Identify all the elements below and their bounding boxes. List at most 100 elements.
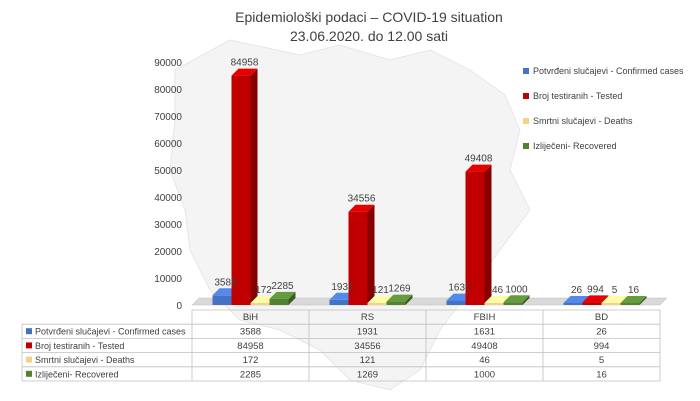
bar bbox=[348, 204, 375, 305]
legend-label: Broj testiranih - Tested bbox=[533, 91, 622, 101]
y-tick-label: 70000 bbox=[154, 112, 182, 123]
legend-swatch bbox=[523, 143, 529, 149]
y-tick-label: 10000 bbox=[154, 274, 182, 285]
bar-value-label: 1931 bbox=[331, 282, 354, 293]
legend-swatch bbox=[523, 68, 529, 74]
y-tick-label: 0 bbox=[176, 301, 182, 312]
table-header-cell: FBIH bbox=[474, 312, 496, 323]
bar-front bbox=[563, 303, 583, 305]
table-cell: 5 bbox=[599, 355, 604, 366]
table-header-cell: BiH bbox=[243, 312, 258, 323]
bar-top bbox=[386, 294, 413, 302]
bar-front bbox=[250, 303, 270, 305]
bar-front bbox=[484, 303, 504, 305]
data-table: BiH RS FBIH BD Potvrđeni slučajevi - Confirm… bbox=[21, 309, 661, 382]
table-cell: 34556 bbox=[354, 341, 380, 352]
bar-value-label: 84958 bbox=[231, 58, 259, 69]
bar-front bbox=[620, 303, 640, 305]
bar-value-label: 16 bbox=[628, 285, 640, 296]
y-tick-label: 40000 bbox=[154, 193, 182, 204]
table-cell: 2285 bbox=[240, 369, 261, 380]
legend-label: Potvrđeni slučajevi - Confirmed cases bbox=[533, 66, 684, 76]
bar-front bbox=[582, 302, 602, 305]
bar bbox=[465, 164, 492, 305]
bar-side bbox=[522, 295, 530, 305]
table-cell: 3588 bbox=[240, 327, 261, 338]
bar-value-label: 3588 bbox=[214, 277, 237, 288]
bar-value-label: 5 bbox=[612, 285, 618, 296]
table-cell: 1631 bbox=[474, 327, 495, 338]
bar-front bbox=[367, 303, 387, 305]
legend-label: Izliječeni- Recovered bbox=[533, 141, 617, 151]
y-tick-label: 50000 bbox=[154, 166, 182, 177]
bar-value-label: 994 bbox=[587, 284, 604, 295]
bar-labels: 3588 84958 172 2285 1931 34556 121 1269 1631 4940… bbox=[214, 58, 639, 296]
bar-side bbox=[367, 204, 375, 305]
table-cell: 46 bbox=[479, 355, 490, 366]
bar bbox=[386, 294, 413, 305]
table-cell: 1000 bbox=[474, 369, 495, 380]
table-cell: 49408 bbox=[471, 341, 497, 352]
bar-top bbox=[348, 204, 375, 212]
table-cell: 121 bbox=[360, 355, 376, 366]
bar-top bbox=[465, 164, 492, 172]
bar-value-label: 1000 bbox=[505, 284, 528, 295]
bar bbox=[620, 296, 647, 305]
table-legend-swatch bbox=[26, 328, 32, 335]
chart-subtitle: 23.06.2020. do 12.00 sati bbox=[290, 28, 448, 44]
table-cell: 84958 bbox=[237, 341, 263, 352]
table-row-label: Smrtni slučajevi - Deaths bbox=[35, 355, 135, 365]
y-axis: 0 10000 20000 30000 40000 50000 60000 70000 8000… bbox=[154, 58, 182, 312]
bar-side bbox=[288, 291, 296, 305]
bar-value-label: 2285 bbox=[271, 281, 294, 292]
bar-front bbox=[386, 301, 406, 305]
bar-value-label: 46 bbox=[492, 285, 504, 296]
bar-front bbox=[503, 302, 523, 305]
table-legend-swatch bbox=[26, 342, 32, 349]
legend: Potvrđeni slučajevi - Confirmed cases Bro… bbox=[523, 66, 684, 151]
bar-value-label: 49408 bbox=[465, 154, 493, 165]
bar-value-label: 121 bbox=[372, 285, 389, 296]
bar-side bbox=[250, 68, 258, 305]
bar-top bbox=[231, 68, 258, 76]
bar-value-label: 34556 bbox=[348, 194, 376, 205]
y-tick-label: 90000 bbox=[154, 58, 182, 69]
bar-front bbox=[269, 298, 289, 305]
bar-top bbox=[601, 296, 628, 303]
bar-value-label: 26 bbox=[571, 285, 583, 296]
bar-front bbox=[212, 295, 232, 305]
bar-front bbox=[231, 75, 251, 305]
legend-swatch bbox=[523, 118, 529, 124]
table-header-cell: RS bbox=[361, 312, 374, 323]
table-legend-swatch bbox=[26, 370, 32, 377]
table-cell: 1931 bbox=[357, 327, 378, 338]
table-cell: 172 bbox=[243, 355, 259, 366]
table-row-label: Potvrđeni slučajevi - Confirmed cases bbox=[35, 327, 186, 337]
bars bbox=[212, 68, 647, 305]
table-legend-swatch bbox=[26, 356, 32, 363]
bar-top bbox=[582, 295, 609, 303]
bar bbox=[269, 291, 296, 305]
table-cell: 994 bbox=[594, 341, 610, 352]
y-tick-label: 20000 bbox=[154, 247, 182, 258]
bar-top bbox=[503, 295, 530, 303]
bar-front bbox=[446, 300, 466, 305]
bar-front bbox=[329, 299, 349, 305]
y-tick-label: 60000 bbox=[154, 139, 182, 150]
bar-side bbox=[639, 296, 647, 305]
bar-side bbox=[405, 294, 413, 305]
table-row-label: Izliječeni- Recovered bbox=[35, 369, 119, 379]
table-header-cell: BD bbox=[595, 312, 608, 323]
bar-front bbox=[348, 211, 368, 305]
legend-label: Smrtni slučajevi - Deaths bbox=[533, 116, 633, 126]
bar bbox=[503, 295, 530, 305]
legend-swatch bbox=[523, 93, 529, 99]
bar-value-label: 1269 bbox=[388, 284, 411, 295]
bar-top bbox=[563, 296, 590, 303]
bar-front bbox=[601, 303, 621, 305]
table-cell: 26 bbox=[596, 327, 607, 338]
bar-top bbox=[620, 296, 647, 303]
table-row-label: Broj testiranih - Tested bbox=[35, 341, 124, 351]
